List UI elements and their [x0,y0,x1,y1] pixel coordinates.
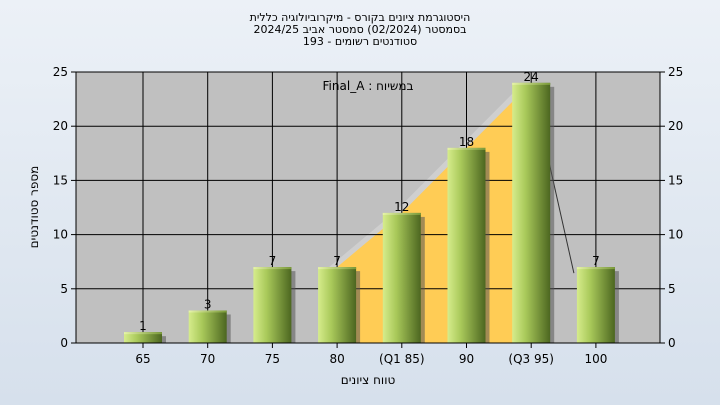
bar-top [253,267,292,270]
bar-top [188,310,227,313]
bar-top [576,267,615,270]
x-tick-label: 90 [459,352,474,366]
y-tick-label-right: 20 [668,119,683,133]
chart-title-line-2: בסמסטר (02/2024) סמסטר אביב 2024/25 [253,23,467,36]
bar [512,82,551,343]
chart-title-line-3: סטודנטים רשומים - 193 [302,35,418,48]
annotation-text: במשיוח : Final_A [323,79,414,93]
x-axis-label: טווח ציונים [341,373,396,387]
y-axis-label: מספר סטודנטים [27,166,41,249]
bar-top [512,82,551,85]
bar [124,332,162,343]
y-tick-label-left: 0 [60,336,68,350]
y-tick-label-left: 25 [53,65,68,79]
y-tick-label-left: 10 [53,228,68,242]
x-tick-label: 100 [584,352,607,366]
x-tick-label: 70 [200,352,215,366]
bar-value-label: 7 [269,254,277,268]
bar [447,147,486,343]
bar-value-label: 7 [592,254,600,268]
x-tick-label: (Q1 85) [379,352,425,366]
bar [318,267,357,343]
bar-value-label: 12 [394,200,409,214]
x-tick-label: 65 [135,352,150,366]
bar [188,310,227,343]
bar [382,212,421,343]
y-tick-label-left: 15 [53,173,68,187]
bar [576,267,615,343]
bar-value-label: 24 [524,70,539,84]
bar-top [124,332,162,335]
plot-frame [75,71,661,344]
bar-top [318,267,357,270]
bar-value-label: 7 [333,254,341,268]
y-tick-label-left: 5 [60,282,68,296]
y-tick-label-right: 0 [668,336,676,350]
y-tick-label-left: 20 [53,119,68,133]
y-tick-label-right: 15 [668,173,683,187]
y-tick-label-right: 10 [668,228,683,242]
x-tick-label: (Q3 95) [508,352,554,366]
x-tick-label: 75 [265,352,280,366]
bar-top [447,147,486,150]
chart-title-line-1: היסטוגרמת ציונים בקורס - מיקרוביולוגיה כ… [249,11,471,24]
bar-value-label: 3 [204,297,212,311]
bar [253,267,292,343]
bar-value-label: 1 [139,319,147,333]
bar-top [382,212,421,215]
x-tick-label: 80 [329,352,344,366]
y-tick-label-right: 5 [668,282,676,296]
bar-value-label: 18 [459,135,474,149]
y-tick-label-right: 25 [668,65,683,79]
